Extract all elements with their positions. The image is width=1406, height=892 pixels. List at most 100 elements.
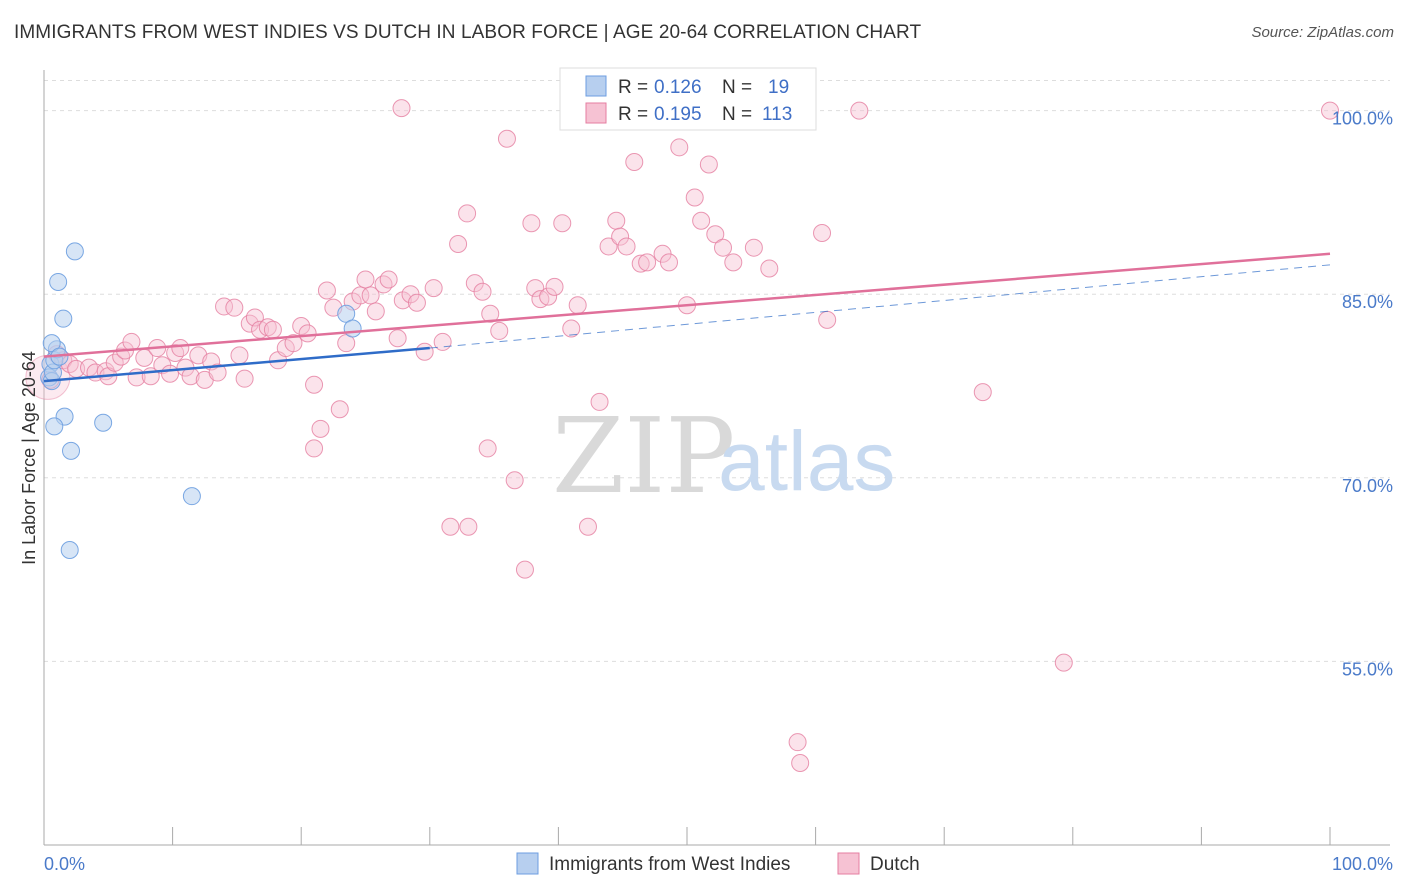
dutch-point-59 [424, 279, 443, 298]
dutch-point-43 [317, 281, 336, 300]
watermark-zip: ZIP [552, 395, 735, 517]
dutch-point-48 [351, 286, 370, 305]
dutch-point-75 [545, 277, 564, 296]
dutch-point-61 [441, 517, 460, 536]
dutch-point-86 [631, 254, 650, 273]
tick-labels: 55.0% 70.0% 85.0% 100.0% 0.0% 100.0% [44, 109, 1393, 874]
dutch-point-87 [638, 253, 657, 272]
legend-n-value-1: 19 [768, 77, 789, 98]
legend-n-label-1: N = [722, 77, 752, 98]
dutch-point-38 [284, 334, 303, 353]
y-tick-label-1: 70.0% [1342, 476, 1393, 496]
dutch-point-106 [973, 383, 992, 402]
dutch-point-76 [553, 214, 572, 233]
dutch-point-20 [171, 339, 190, 358]
west-indies-point-13 [94, 413, 113, 432]
dutch-point-107 [1054, 653, 1073, 672]
dutch-point-80 [590, 392, 609, 411]
legend-bottom-label-west-indies: Immigrants from West Indies [549, 854, 790, 875]
dutch-point-18 [161, 364, 180, 383]
dutch-point-101 [788, 733, 807, 752]
west-indies-trend-extension [429, 264, 1331, 349]
watermark-atlas: atlas [718, 414, 895, 508]
dutch-point-35 [263, 320, 282, 339]
dutch-point-70 [515, 560, 534, 579]
west-indies-point-11 [45, 417, 64, 436]
dutch-point-105 [850, 101, 869, 120]
dutch-point-34 [258, 318, 277, 337]
legend-top: R = 0.126 N = 19 R = 0.195 N = 113 [559, 67, 817, 131]
dutch-point-40 [298, 324, 317, 343]
dutch-point-63 [458, 204, 477, 223]
y-axis-label: In Labor Force | Age 20-64 [19, 351, 39, 565]
west-indies-trend-line [43, 346, 430, 383]
dutch-point-62 [449, 235, 468, 254]
trend-lines [43, 252, 1331, 383]
dutch-point-77 [562, 319, 581, 338]
dutch-point-28 [225, 298, 244, 317]
dutch-point-71 [522, 214, 541, 233]
legend-r-label-2: R = [618, 104, 648, 125]
dutch-point-58 [415, 342, 434, 361]
dutch-point-66 [481, 304, 500, 323]
x-tick-label-1: 100.0% [1332, 854, 1393, 874]
axes [43, 70, 1390, 846]
dutch-point-74 [539, 287, 558, 306]
legend-top-swatch-pink [585, 102, 607, 124]
dutch-point-95 [699, 155, 718, 174]
dutch-point-79 [578, 517, 597, 536]
west-indies-point-8 [49, 272, 68, 291]
west-indies-point-12 [62, 441, 81, 460]
dutch-point-93 [685, 188, 704, 207]
y-tick-label-0: 55.0% [1342, 659, 1393, 679]
dutch-point-91 [670, 138, 689, 157]
dutch-points [25, 99, 1339, 772]
dutch-point-99 [744, 238, 763, 257]
dutch-point-29 [230, 346, 249, 365]
dutch-point-108 [1321, 101, 1339, 120]
dutch-point-54 [388, 329, 407, 348]
dutch-point-42 [311, 419, 330, 438]
dutch-trend-line [43, 252, 1331, 358]
dutch-point-69 [505, 471, 524, 490]
dutch-point-12 [122, 332, 141, 351]
dutch-point-84 [617, 237, 636, 256]
dutch-point-41 [305, 375, 324, 394]
dutch-point-72 [526, 279, 545, 298]
dutch-point-57 [407, 293, 426, 312]
dutch-point-96 [706, 225, 725, 244]
dutch-point-39 [292, 317, 311, 336]
legend-top-swatch-blue [585, 75, 607, 97]
dutch-point-81 [599, 237, 618, 256]
dutch-point-31 [240, 314, 259, 333]
dutch-point-19 [166, 343, 185, 362]
dutch-point-100 [760, 259, 779, 278]
chart-title: IMMIGRANTS FROM WEST INDIES VS DUTCH IN … [14, 22, 922, 43]
dutch-point-109 [392, 99, 411, 118]
y-tick-label-2: 85.0% [1342, 292, 1393, 312]
dutch-point-94 [692, 211, 711, 230]
dutch-point-50 [361, 286, 380, 305]
west-indies-point-14 [182, 487, 201, 506]
y-tick-label-3: 100.0% [1332, 109, 1393, 129]
dutch-point-51 [366, 302, 385, 321]
watermark: ZIP atlas [552, 395, 895, 517]
legend-bottom-swatch-blue [516, 852, 539, 875]
dutch-point-67 [490, 321, 509, 340]
west-indies-points [40, 242, 362, 560]
dutch-point-78 [568, 296, 587, 315]
legend-n-label-2: N = [722, 104, 752, 125]
dutch-point-111 [459, 517, 478, 536]
dutch-point-85 [625, 153, 644, 172]
legend-bottom-label-dutch: Dutch [870, 854, 920, 875]
dutch-point-103 [813, 224, 832, 242]
dutch-point-53 [379, 270, 398, 289]
west-indies-point-15 [60, 541, 79, 560]
legend-bottom-swatch-pink [837, 852, 860, 875]
west-indies-point-17 [343, 319, 362, 338]
legend-r-label-1: R = [618, 77, 648, 98]
legend-bottom: Immigrants from West Indies Dutch [516, 852, 920, 875]
dutch-point-104 [818, 310, 837, 329]
dutch-point-26 [208, 363, 227, 382]
